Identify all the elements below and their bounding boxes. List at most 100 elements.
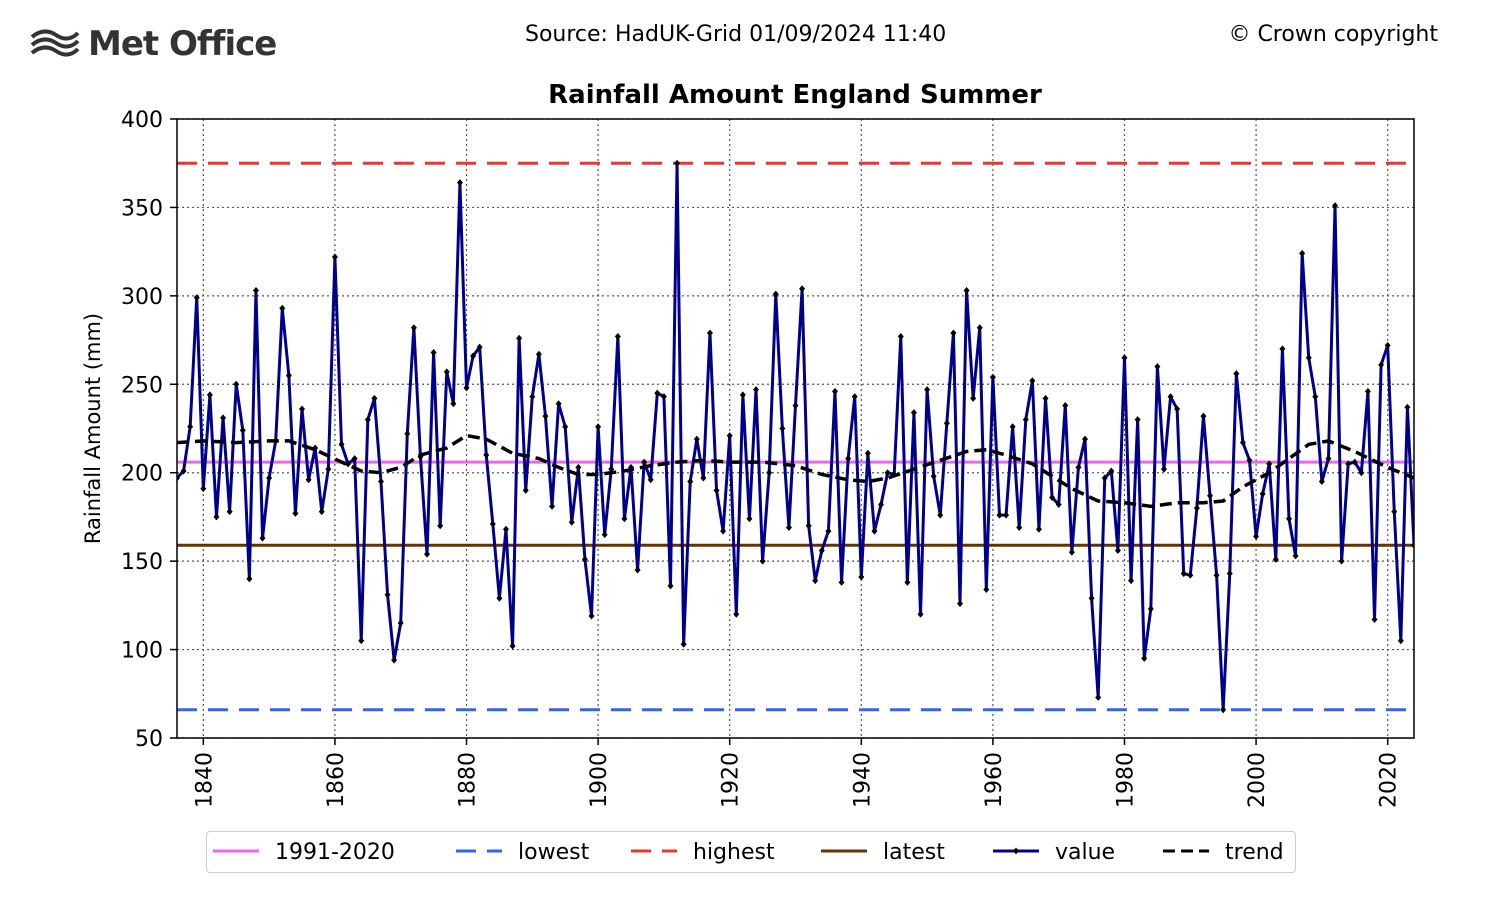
value-point xyxy=(667,582,674,590)
value-point xyxy=(772,290,779,298)
value-point xyxy=(384,591,391,599)
value-point xyxy=(753,386,760,394)
value-point xyxy=(693,435,700,443)
value-point xyxy=(187,423,194,431)
value-point xyxy=(1272,555,1279,563)
value-point xyxy=(470,352,477,360)
x-tick-label: 1960 xyxy=(982,752,1007,808)
value-point xyxy=(1226,570,1233,578)
value-point xyxy=(266,474,273,482)
value-point xyxy=(312,444,319,452)
legend-label: trend xyxy=(1225,840,1284,865)
y-tick-label: 400 xyxy=(121,108,163,133)
value-point xyxy=(279,304,286,312)
value-point xyxy=(1384,341,1391,349)
value-point xyxy=(996,511,1003,519)
value-point xyxy=(568,518,575,526)
value-point xyxy=(371,394,378,402)
copyright-label: © Crown copyright xyxy=(1228,22,1438,47)
value-point xyxy=(904,578,911,586)
value-point xyxy=(950,329,957,337)
value-point xyxy=(818,547,825,555)
value-point xyxy=(634,566,641,574)
value-point xyxy=(805,522,812,530)
trend-line xyxy=(177,433,1414,509)
value-point xyxy=(535,350,542,358)
value-point xyxy=(299,405,306,413)
legend-item-highest: highest xyxy=(631,840,775,865)
value-point xyxy=(1233,370,1240,378)
chart-title: Rainfall Amount England Summer xyxy=(548,80,1042,110)
plot-frame xyxy=(176,118,1415,739)
value-point xyxy=(220,414,227,422)
value-point xyxy=(1200,412,1207,420)
value-point xyxy=(364,416,371,424)
value-point xyxy=(285,371,292,379)
value-point xyxy=(799,285,806,293)
value-line xyxy=(177,161,1414,712)
value-point xyxy=(614,333,621,341)
value-point xyxy=(483,451,490,459)
value-point xyxy=(404,430,411,438)
legend-label: lowest xyxy=(518,840,590,865)
value-point xyxy=(305,476,312,484)
value-point xyxy=(193,294,200,302)
value-point xyxy=(1371,616,1378,624)
value-point xyxy=(1391,508,1398,516)
value-point xyxy=(1128,577,1135,585)
value-point xyxy=(345,460,352,468)
value-point xyxy=(450,400,457,408)
value-point xyxy=(956,600,963,608)
value-point xyxy=(1174,405,1181,413)
value-point xyxy=(246,575,253,583)
value-point xyxy=(871,527,878,535)
value-point xyxy=(1404,403,1411,411)
legend-label: highest xyxy=(693,840,775,865)
value-point xyxy=(621,515,628,523)
value-point xyxy=(641,458,648,466)
value-point xyxy=(338,440,345,448)
value-point xyxy=(812,577,819,585)
legend-items: 1991-2020 lowest highest latest value trend xyxy=(213,840,1284,865)
value-point xyxy=(358,637,365,645)
value-point xyxy=(1075,463,1082,471)
value-point xyxy=(1082,435,1089,443)
value-point xyxy=(1292,552,1299,560)
value-point xyxy=(516,334,523,342)
value-point xyxy=(726,432,733,440)
value-point xyxy=(884,469,891,477)
value-point xyxy=(1358,469,1365,477)
value-point xyxy=(654,389,661,397)
value-point xyxy=(292,509,299,517)
value-point xyxy=(1154,363,1161,371)
value-point xyxy=(825,527,832,535)
value-point xyxy=(259,534,266,542)
x-tick-label: 1920 xyxy=(719,752,744,808)
value-point xyxy=(1147,605,1154,613)
value-point xyxy=(206,391,213,399)
value-point xyxy=(331,253,338,261)
y-tick-label: 100 xyxy=(121,639,163,664)
value-point xyxy=(1318,478,1325,486)
plot-area xyxy=(177,159,1414,714)
value-point xyxy=(1108,467,1115,475)
value-point xyxy=(1114,547,1121,555)
value-point xyxy=(1253,532,1260,540)
value-point xyxy=(502,525,509,533)
value-point xyxy=(897,333,904,341)
value-point xyxy=(700,474,707,482)
value-point xyxy=(930,472,937,480)
value-point xyxy=(456,179,463,187)
value-point xyxy=(739,391,746,399)
value-point xyxy=(239,426,246,434)
value-point xyxy=(1285,515,1292,523)
value-point xyxy=(680,640,687,648)
x-tick-label: 1860 xyxy=(324,752,349,808)
x-tick-label: 1900 xyxy=(587,752,612,808)
value-point xyxy=(878,501,885,509)
value-point xyxy=(687,478,694,486)
value-point xyxy=(1325,455,1332,463)
value-point xyxy=(200,485,207,493)
value-point xyxy=(1378,361,1385,369)
